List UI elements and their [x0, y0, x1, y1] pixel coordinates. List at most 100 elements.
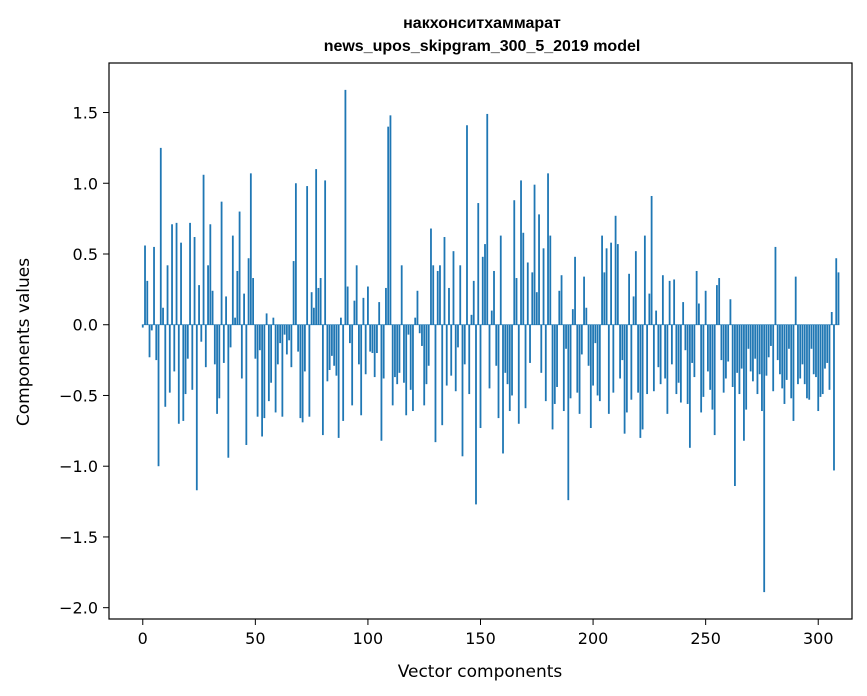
bar-167: [517, 324, 520, 424]
bar-96: [358, 324, 360, 365]
bar-308: [835, 258, 838, 325]
y-tick-label: −1.5: [59, 528, 98, 547]
bar-264: [736, 324, 739, 373]
bar-109: [387, 126, 390, 325]
bar-28: [204, 324, 207, 368]
bar-245: [693, 324, 696, 378]
bar-124: [421, 324, 423, 346]
bar-52: [258, 324, 261, 351]
bar-23: [193, 237, 196, 325]
bar-107: [382, 324, 385, 379]
bar-49: [252, 278, 254, 325]
bar-36: [222, 324, 225, 363]
bar-196: [583, 276, 585, 325]
bar-248: [700, 324, 703, 413]
bar-239: [679, 324, 682, 403]
bar-145: [468, 324, 471, 395]
bar-185: [558, 290, 561, 325]
bar-137: [450, 324, 453, 376]
bar-280: [772, 324, 775, 392]
bar-116: [403, 324, 405, 383]
bar-37: [225, 296, 227, 325]
bar-30: [209, 224, 212, 325]
bar-79: [319, 278, 322, 325]
bar-115: [400, 265, 403, 325]
bar-85: [333, 324, 336, 366]
bar-289: [792, 324, 795, 421]
bar-192: [574, 256, 576, 325]
bar-302: [821, 324, 824, 395]
bar-309: [837, 272, 840, 325]
bar-119: [409, 324, 412, 390]
bar-257: [720, 324, 723, 361]
bar-184: [556, 324, 558, 387]
bar-32: [213, 324, 216, 365]
bar-299: [815, 324, 817, 378]
bar-125: [423, 324, 426, 406]
bar-290: [794, 276, 797, 325]
bar-132: [439, 265, 441, 325]
bar-126: [425, 324, 428, 385]
bar-236: [673, 279, 676, 325]
bar-146: [470, 314, 473, 325]
bar-258: [722, 324, 725, 393]
bar-21: [189, 222, 191, 325]
bar-240: [682, 302, 685, 325]
bar-135: [445, 324, 448, 386]
bar-287: [788, 324, 790, 349]
bar-51: [256, 324, 259, 417]
bar-20: [186, 324, 189, 359]
bar-220: [637, 324, 640, 393]
bar-78: [317, 287, 320, 325]
bar-160: [502, 324, 504, 454]
bar-272: [754, 324, 757, 359]
x-tick-label: 150: [465, 629, 496, 648]
bar-307: [833, 324, 835, 471]
bar-201: [594, 324, 597, 344]
bar-169: [522, 232, 525, 325]
bar-170: [524, 324, 527, 409]
bar-24: [195, 324, 198, 491]
x-tick-label: 100: [353, 629, 384, 648]
bar-31: [211, 290, 214, 325]
bar-77: [315, 169, 318, 325]
bar-203: [598, 324, 601, 402]
bar-278: [767, 324, 770, 358]
bar-86: [335, 324, 338, 376]
bar-175: [535, 292, 538, 325]
bar-247: [698, 303, 700, 325]
bar-64: [285, 324, 288, 355]
bar-0: [141, 324, 144, 328]
y-axis-label: Components values: [14, 258, 34, 426]
bar-128: [430, 228, 432, 325]
bar-166: [515, 278, 518, 325]
y-tick-label: 0.5: [73, 245, 98, 264]
bar-215: [625, 324, 628, 413]
bar-89: [342, 324, 345, 421]
bar-70: [299, 324, 302, 419]
bar-161: [504, 324, 507, 373]
bar-296: [808, 324, 811, 400]
bar-117: [405, 324, 408, 416]
bar-47: [247, 258, 250, 325]
bar-57: [270, 324, 273, 383]
bar-207: [607, 324, 610, 414]
bar-194: [578, 324, 581, 414]
bar-130: [434, 324, 437, 443]
bar-131: [436, 270, 439, 325]
bar-162: [506, 324, 509, 385]
bar-291: [797, 324, 799, 385]
bar-42: [236, 270, 239, 325]
bar-112: [394, 324, 396, 378]
bar-228: [655, 310, 658, 325]
bar-10: [164, 324, 167, 407]
bar-186: [560, 275, 563, 325]
bar-250: [704, 290, 707, 325]
bar-139: [454, 324, 457, 392]
bar-249: [702, 324, 705, 397]
bar-274: [758, 324, 761, 375]
bar-298: [812, 324, 815, 375]
bar-46: [245, 324, 248, 445]
bar-40: [231, 235, 234, 325]
bar-234: [668, 280, 671, 325]
